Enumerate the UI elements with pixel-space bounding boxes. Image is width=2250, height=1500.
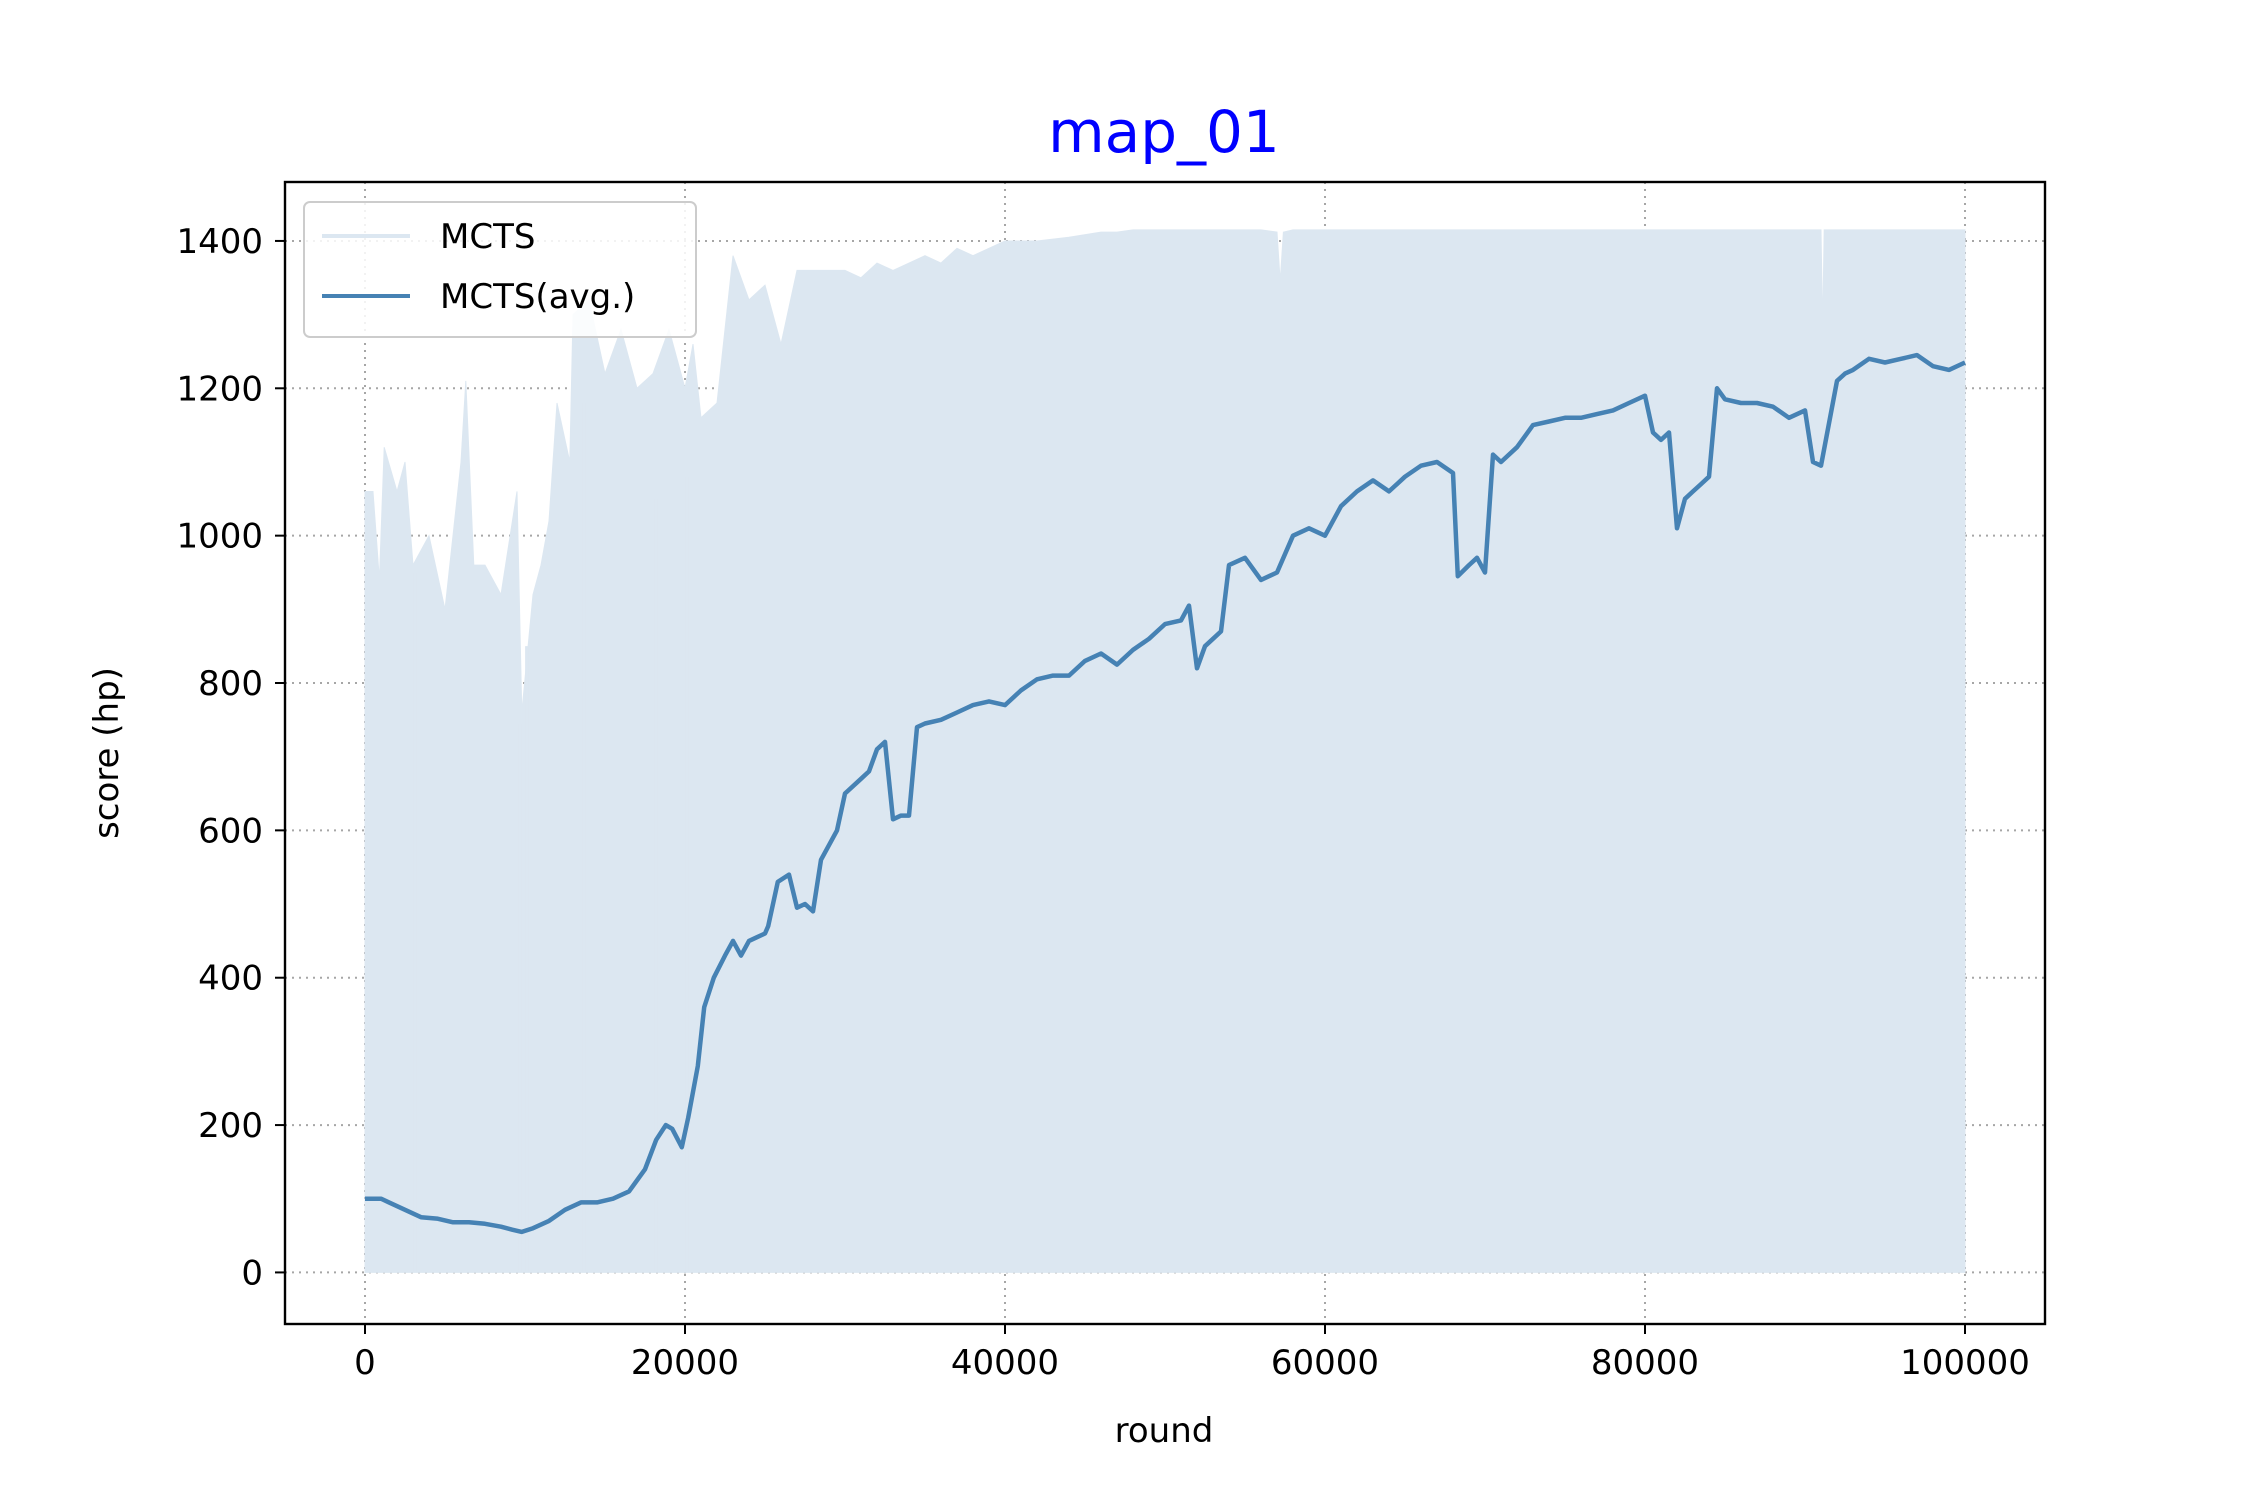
y-tick-label: 800 [198, 664, 263, 704]
series-mcts-avg [365, 352, 1966, 1235]
x-tick-label: 100000 [1900, 1343, 2030, 1383]
series-mcts-fill [364, 229, 1966, 1273]
y-tick-label: 1400 [176, 222, 263, 262]
y-tick-label: 400 [198, 959, 263, 999]
y-tick-label: 1200 [176, 369, 263, 409]
plot-frame [283, 180, 2047, 1326]
legend: MCTS MCTS(avg.) [303, 201, 697, 338]
x-tick-label: 0 [354, 1343, 376, 1383]
legend-label-mcts: MCTS [440, 217, 535, 257]
y-axis-title: score (hp) [87, 667, 127, 839]
y-tick-label: 600 [198, 811, 263, 851]
x-tick-label: 20000 [631, 1343, 739, 1383]
chart-title: map_01 [1048, 98, 1280, 166]
y-axis-ticks: 0 200 400 600 800 1000 1200 1400 [176, 222, 285, 1293]
x-axis-title: round [1115, 1411, 1214, 1451]
y-tick-label: 0 [241, 1253, 263, 1293]
x-tick-label: 60000 [1271, 1343, 1379, 1383]
mcts-avg-line [365, 352, 1966, 1235]
x-tick-label: 40000 [951, 1343, 1059, 1383]
legend-label-mcts-avg: MCTS(avg.) [440, 277, 635, 317]
y-tick-label: 1000 [176, 517, 263, 557]
y-tick-label: 200 [198, 1106, 263, 1146]
mcts-raw-area [364, 229, 1966, 1273]
x-tick-label: 80000 [1591, 1343, 1699, 1383]
x-axis-ticks: 0 20000 40000 60000 80000 100000 [354, 1324, 2030, 1383]
